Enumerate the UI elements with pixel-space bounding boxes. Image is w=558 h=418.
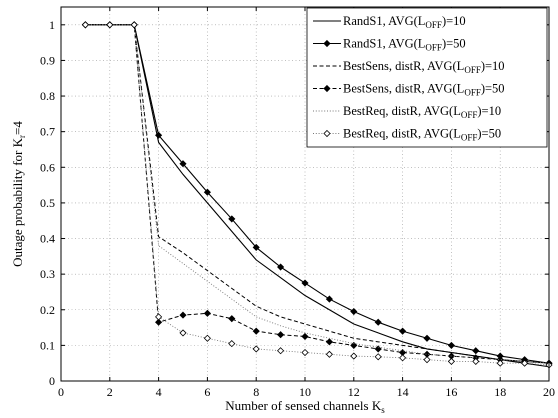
legend-label: BestReq, distR, AVG(LOFF)=10	[343, 104, 501, 120]
y-tick-label: 0.8	[40, 89, 55, 103]
data-point	[228, 315, 236, 323]
data-point	[155, 131, 163, 139]
x-tick-label: 2	[107, 385, 113, 399]
data-point	[252, 327, 260, 335]
x-axis-label: Number of sensed channels Ks	[225, 398, 385, 415]
x-tick-label: 14	[397, 385, 409, 399]
data-point	[252, 243, 260, 251]
series-layer	[81, 21, 553, 369]
series-line	[85, 24, 550, 368]
data-point	[81, 21, 89, 29]
x-tick-label: 12	[348, 385, 360, 399]
y-tick-label: 0.5	[40, 196, 55, 210]
y-tick-label: 0.1	[40, 338, 55, 352]
legend-label: BestSens, distR, AVG(LOFF)=50	[343, 82, 505, 98]
data-point	[130, 21, 138, 29]
data-point	[252, 345, 260, 353]
series-1	[85, 24, 550, 368]
series-3	[85, 24, 550, 364]
data-point	[496, 359, 504, 367]
y-tick-label: 0.6	[40, 160, 55, 174]
data-point	[323, 84, 331, 93]
x-tick-label: 4	[156, 385, 162, 399]
data-point	[277, 263, 285, 271]
data-point	[325, 350, 333, 358]
data-point	[277, 331, 285, 339]
y-tick-label: 0.4	[40, 232, 55, 246]
data-point	[447, 357, 455, 365]
data-point	[323, 129, 331, 138]
data-point	[179, 329, 187, 337]
legend-entry: BestReq, distR, AVG(LOFF)=50	[313, 127, 501, 143]
series-line	[85, 24, 550, 364]
x-tick-label: 16	[445, 385, 457, 399]
data-point	[472, 357, 480, 365]
data-point	[447, 341, 455, 349]
data-point	[155, 313, 163, 321]
legend-label: BestReq, distR, AVG(LOFF)=50	[343, 127, 501, 143]
data-point	[277, 347, 285, 355]
y-axis-label: Outage probability for Kr=4	[10, 121, 27, 267]
data-point	[521, 359, 529, 367]
x-tick-label: 20	[543, 385, 555, 399]
data-point	[374, 318, 382, 326]
data-point	[325, 338, 333, 346]
data-point	[399, 327, 407, 335]
legend-label: BestSens, distR, AVG(LOFF)=10	[343, 59, 505, 75]
data-point	[323, 39, 331, 48]
data-point	[203, 188, 211, 196]
y-tick-label: 0.2	[40, 303, 55, 317]
x-tick-label: 18	[494, 385, 506, 399]
y-tick-label: 0.7	[40, 125, 55, 139]
legend-entry: BestSens, distR, AVG(LOFF)=10	[313, 59, 505, 75]
data-point	[106, 21, 114, 29]
data-point	[350, 341, 358, 349]
legend-entry: BestReq, distR, AVG(LOFF)=10	[313, 104, 501, 120]
data-point	[228, 340, 236, 348]
x-tick-label: 10	[299, 385, 311, 399]
data-point	[203, 309, 211, 317]
x-tick-label: 6	[204, 385, 210, 399]
legend: RandS1, AVG(LOFF)=10 RandS1, AVG(LOFF)=50…	[306, 7, 548, 148]
data-point	[301, 332, 309, 341]
axis-ticks: 0 2 4 6 8 10 12 14 16 18 20 0 0.1 0.2 0.3 0.4 0.5 0.6 0.7 0…	[40, 7, 555, 399]
data-point	[203, 334, 211, 342]
data-point	[350, 307, 358, 316]
y-tick-label: 0	[49, 374, 55, 388]
x-tick-label: 8	[253, 385, 259, 399]
data-point	[155, 318, 163, 326]
data-point	[423, 334, 431, 342]
data-point	[301, 279, 309, 287]
data-point	[374, 345, 382, 353]
series-6	[81, 21, 553, 369]
y-tick-label: 0.9	[40, 53, 55, 67]
legend-entry: RandS1, AVG(LOFF)=50	[313, 37, 466, 53]
data-point	[228, 215, 236, 223]
y-tick-label: 1	[49, 18, 55, 32]
legend-label: RandS1, AVG(LOFF)=50	[343, 37, 466, 53]
data-point	[325, 295, 333, 303]
data-point	[179, 311, 187, 319]
series-line	[85, 24, 550, 364]
y-tick-label: 0.3	[40, 267, 55, 281]
data-point	[423, 356, 431, 364]
data-point	[472, 347, 480, 355]
data-point	[179, 160, 187, 168]
x-tick-label: 0	[58, 385, 64, 399]
data-point	[301, 348, 309, 357]
series-line	[85, 24, 550, 364]
legend-entry: BestSens, distR, AVG(LOFF)=50	[313, 82, 505, 98]
legend-label: RandS1, AVG(LOFF)=10	[343, 14, 466, 30]
data-point	[374, 353, 382, 361]
legend-box	[306, 7, 548, 148]
data-point	[350, 352, 358, 360]
data-point	[399, 354, 407, 362]
series-line	[85, 24, 550, 366]
legend-entry: RandS1, AVG(LOFF)=10	[313, 14, 466, 30]
